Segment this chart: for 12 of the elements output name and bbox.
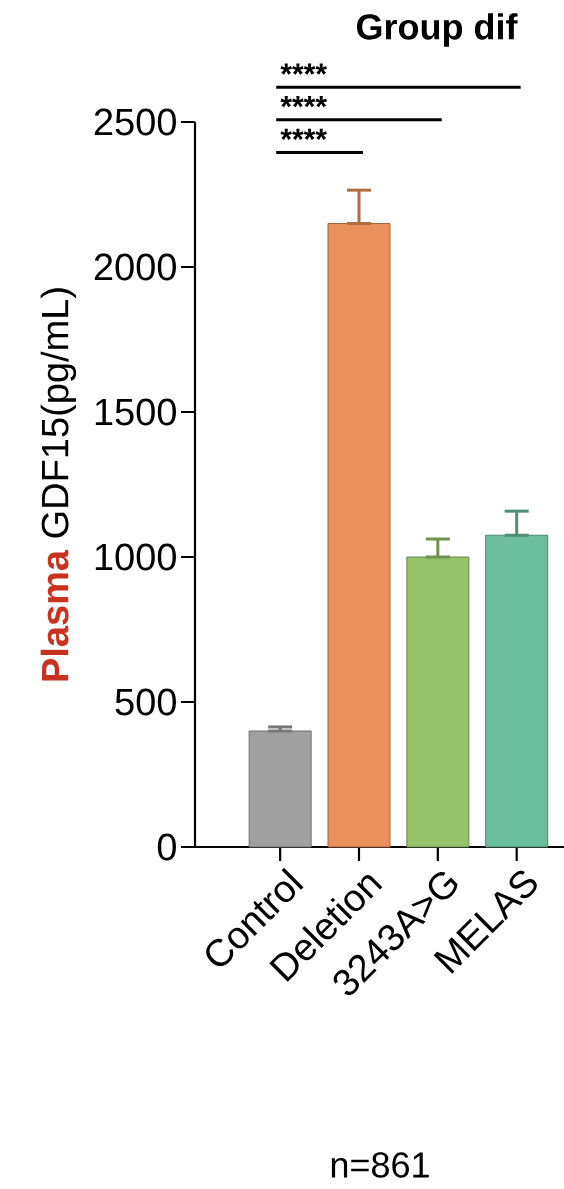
y-tick-label: 2000 [94,253,176,281]
y-tick-label: 2500 [94,108,176,136]
annotation: **** [280,128,328,140]
y-tick-label: 0 [157,833,176,861]
chart-title: Group dif [357,13,518,47]
y-axis-title: Plasma GDF15(pg/mL) [40,288,77,681]
text: **** [280,96,328,108]
y-tick-label: 500 [115,688,176,716]
y-tick-label: 1000 [95,543,176,571]
text: **** [280,63,328,75]
text: n=861 [331,1152,429,1178]
y-tick-label: 1500 [95,398,176,426]
